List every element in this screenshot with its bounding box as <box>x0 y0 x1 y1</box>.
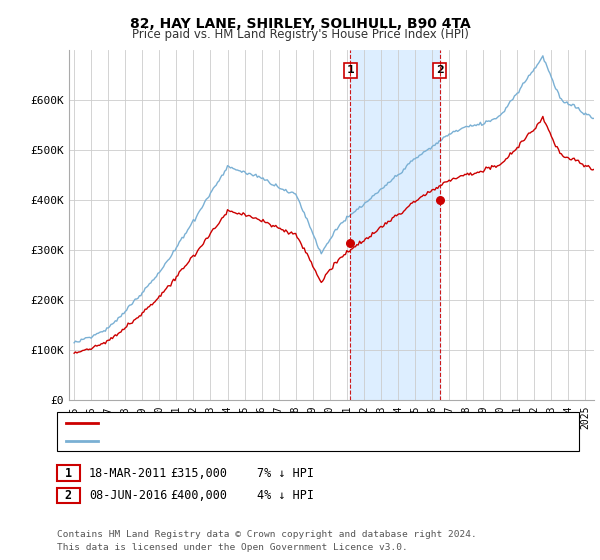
Text: Contains HM Land Registry data © Crown copyright and database right 2024.: Contains HM Land Registry data © Crown c… <box>57 530 477 539</box>
Text: 2: 2 <box>436 66 443 76</box>
Text: Price paid vs. HM Land Registry's House Price Index (HPI): Price paid vs. HM Land Registry's House … <box>131 28 469 41</box>
Point <box>346 239 355 248</box>
Text: 18-MAR-2011: 18-MAR-2011 <box>89 466 167 480</box>
Text: HPI: Average price, detached house, Solihull: HPI: Average price, detached house, Soli… <box>104 436 379 446</box>
Point <box>435 196 445 205</box>
Text: 82, HAY LANE, SHIRLEY, SOLIHULL, B90 4TA (detached house): 82, HAY LANE, SHIRLEY, SOLIHULL, B90 4TA… <box>104 418 460 428</box>
Text: 7% ↓ HPI: 7% ↓ HPI <box>257 466 314 480</box>
Text: This data is licensed under the Open Government Licence v3.0.: This data is licensed under the Open Gov… <box>57 543 408 552</box>
Text: 4% ↓ HPI: 4% ↓ HPI <box>257 489 314 502</box>
Text: £315,000: £315,000 <box>170 466 227 480</box>
Text: 1: 1 <box>65 466 72 480</box>
Bar <box>350 50 440 400</box>
Text: 82, HAY LANE, SHIRLEY, SOLIHULL, B90 4TA: 82, HAY LANE, SHIRLEY, SOLIHULL, B90 4TA <box>130 17 470 31</box>
Text: £400,000: £400,000 <box>170 489 227 502</box>
Text: 08-JUN-2016: 08-JUN-2016 <box>89 489 167 502</box>
Text: 2: 2 <box>65 489 72 502</box>
Text: 1: 1 <box>347 66 354 76</box>
